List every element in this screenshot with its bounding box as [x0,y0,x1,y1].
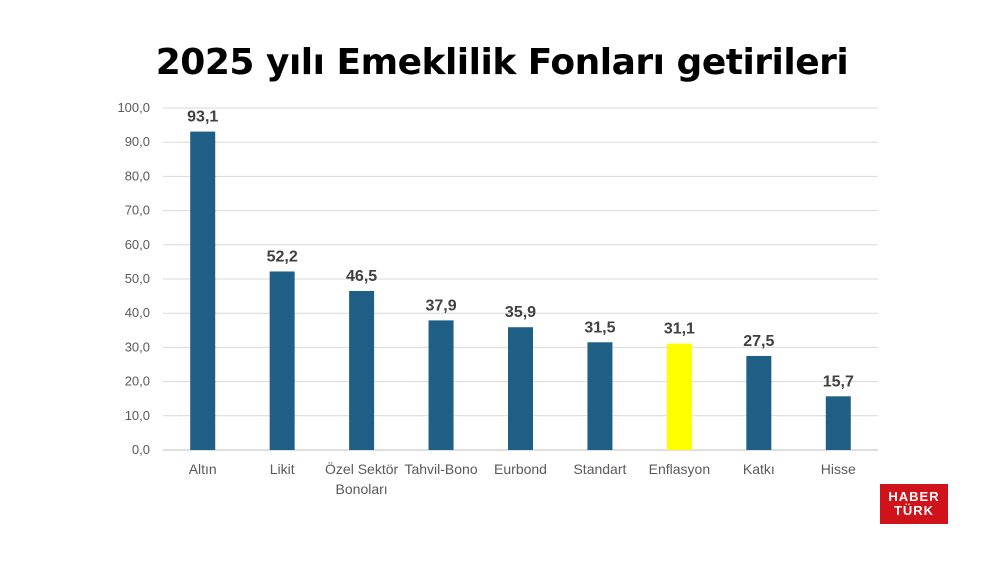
y-tick-label: 0,0 [132,442,150,457]
logo-line-2: TÜRK [893,503,935,518]
data-label: 31,1 [664,321,695,338]
y-tick-label: 50,0 [125,271,150,286]
bar [269,271,295,450]
x-tick-label: Tahvil-Bono [404,461,477,477]
data-label: 46,5 [346,268,377,285]
y-tick-label: 90,0 [125,134,150,149]
x-tick-label: Özel Sektör Bonoları [325,460,398,497]
haberturk-logo: HABER TÜRK [880,484,948,524]
x-tick-label: Likit [270,461,295,477]
x-tick-label: Altın [189,461,217,477]
data-label: 15,7 [823,373,854,390]
bar [349,290,375,450]
y-tick-label: 100,0 [117,100,150,115]
bar [825,396,851,450]
y-tick-label: 30,0 [125,339,150,354]
data-label: 35,9 [505,304,536,321]
x-tick-label: Enflasyon [649,461,710,477]
data-label: 31,5 [584,319,615,336]
data-label: 93,1 [187,109,218,126]
data-label: 37,9 [425,297,456,314]
bar [587,342,613,450]
x-tick-label: Katkı [743,461,775,477]
y-tick-label: 20,0 [125,374,150,389]
bar [190,131,216,450]
bar [666,343,692,450]
bar [508,327,533,450]
y-tick-label: 40,0 [125,305,150,320]
y-tick-label: 80,0 [125,168,150,183]
x-tick-label: Standart [573,461,626,477]
chart-title: 2025 yılı Emeklilik Fonları getirileri [155,42,849,83]
x-tick-label: Eurbond [494,461,547,477]
y-tick-label: 60,0 [125,237,150,252]
y-tick-label: 10,0 [125,408,150,423]
bar [428,320,454,450]
data-label: 27,5 [743,333,774,350]
x-tick-label: Hisse [821,461,856,477]
bar [746,355,772,450]
logo-line-1: HABER [888,489,940,504]
y-tick-label: 70,0 [125,203,150,218]
data-label: 52,2 [267,248,298,265]
